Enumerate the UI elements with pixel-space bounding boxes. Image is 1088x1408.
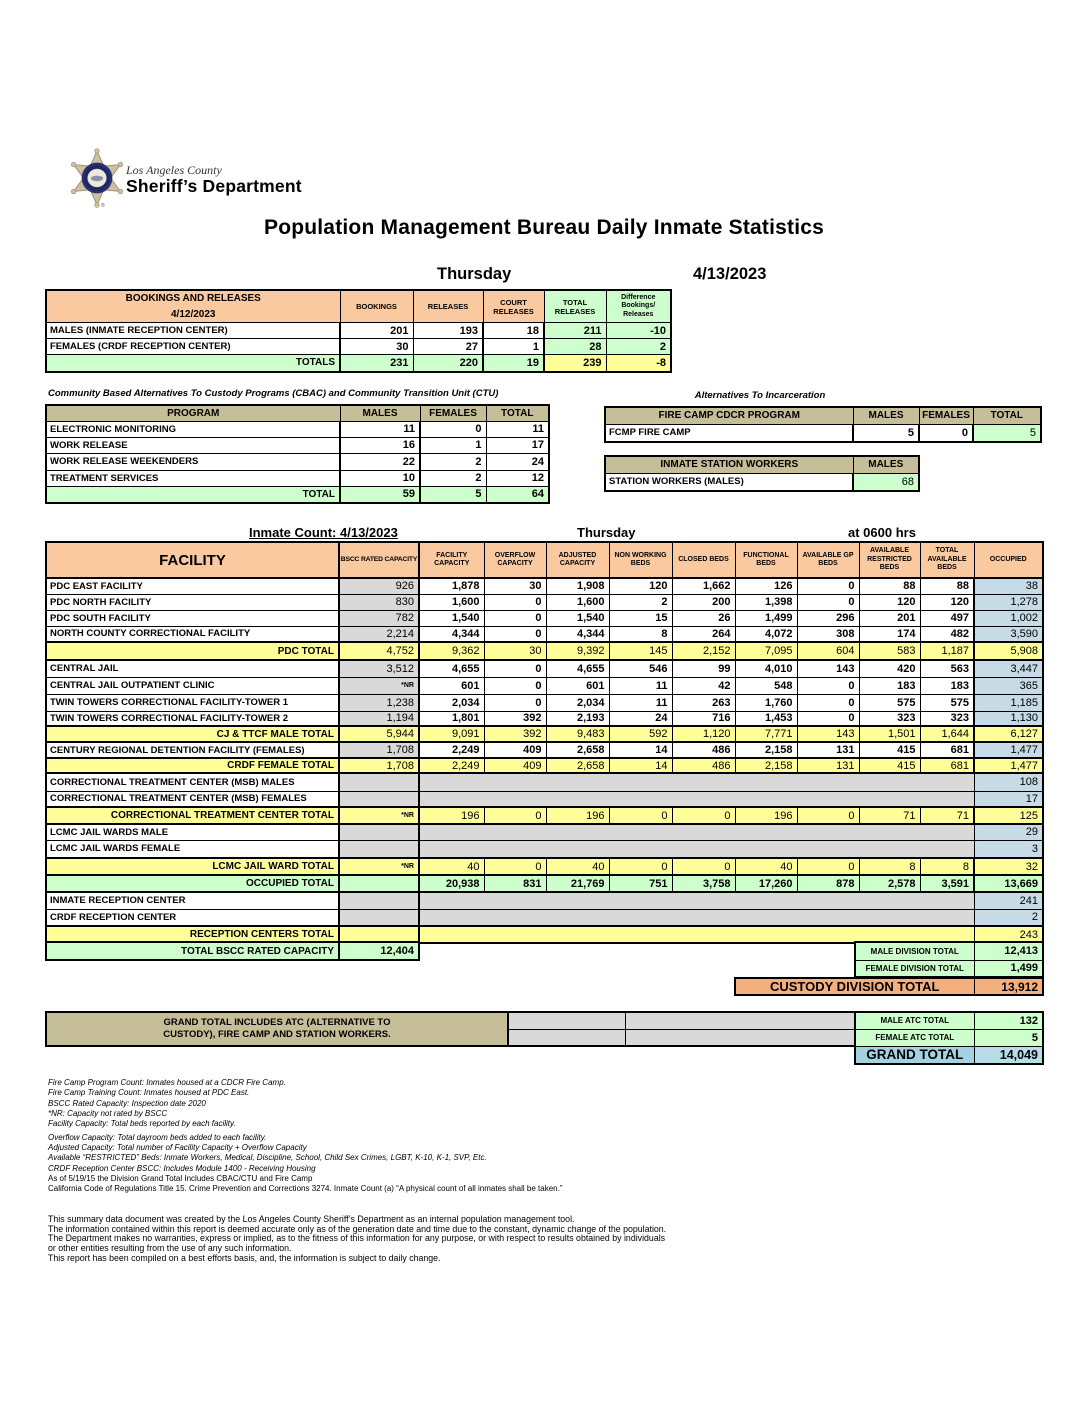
svg-text:®: ® [101, 202, 105, 209]
